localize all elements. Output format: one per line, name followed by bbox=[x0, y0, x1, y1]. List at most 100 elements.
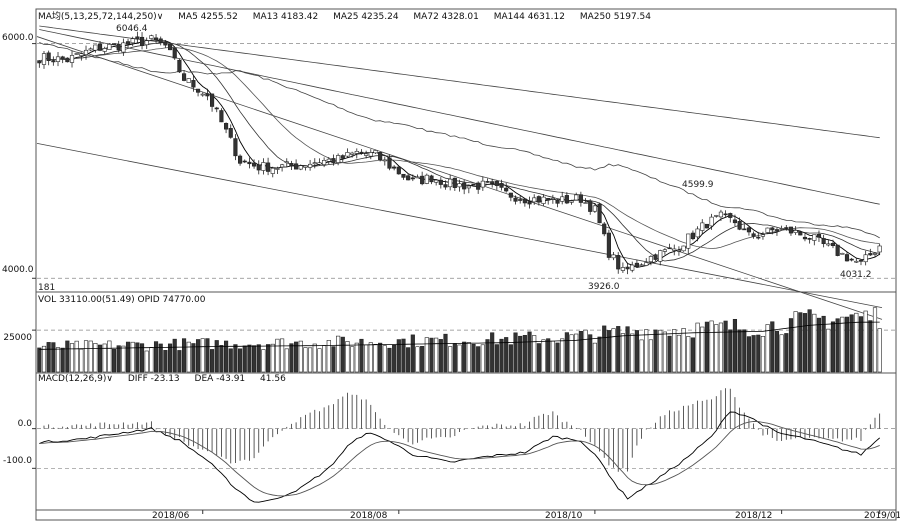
volume-bar bbox=[181, 338, 187, 373]
ma72-value: MA72 4328.01 bbox=[413, 12, 479, 22]
candle-body bbox=[863, 254, 868, 263]
candle-body bbox=[667, 247, 672, 250]
candle-body bbox=[868, 253, 873, 256]
candle-body bbox=[280, 164, 285, 168]
volume-bar bbox=[555, 342, 560, 373]
volume-bar bbox=[434, 337, 439, 373]
macd-value: 41.56 bbox=[260, 374, 286, 384]
volume-bar bbox=[770, 321, 775, 373]
candle-body bbox=[256, 164, 261, 171]
volume-bar bbox=[289, 343, 294, 373]
ma25-value: MA25 4235.24 bbox=[333, 12, 399, 22]
macd-indicator-label[interactable]: MACD(12,26,9)∨ bbox=[38, 374, 113, 384]
volume-bar bbox=[877, 328, 882, 373]
candle-body bbox=[877, 245, 882, 253]
volume-bar bbox=[522, 335, 527, 373]
volume-bar bbox=[793, 311, 798, 373]
volume-bar bbox=[125, 341, 131, 373]
candle-body bbox=[653, 254, 658, 260]
volume-bar bbox=[149, 347, 154, 373]
volume-bar bbox=[499, 338, 504, 373]
candle-body bbox=[462, 182, 467, 190]
volume-bar bbox=[756, 334, 761, 373]
volume-bar bbox=[420, 346, 425, 373]
volume-bar bbox=[854, 312, 859, 373]
candle-body bbox=[760, 234, 766, 237]
candle-body bbox=[844, 254, 850, 262]
volume-bar bbox=[88, 340, 93, 373]
volume-bar bbox=[536, 343, 541, 373]
volume-bar bbox=[774, 330, 780, 373]
candle-body bbox=[676, 250, 681, 252]
candle-body bbox=[476, 182, 481, 190]
volume-bar bbox=[504, 337, 509, 373]
volume-bar bbox=[167, 343, 173, 373]
candle-body bbox=[494, 181, 499, 186]
candle-body bbox=[508, 192, 513, 198]
volume-bar bbox=[737, 329, 742, 373]
volume-bar bbox=[560, 338, 565, 373]
candle-body bbox=[74, 53, 79, 55]
volume-bar bbox=[224, 340, 229, 373]
volume-bar bbox=[644, 329, 649, 373]
volume-bar bbox=[709, 320, 714, 373]
macd-ytick-0: 0.0 bbox=[17, 419, 32, 429]
candle-body bbox=[125, 41, 131, 45]
volume-bar bbox=[728, 329, 733, 373]
volume-bar bbox=[401, 338, 406, 373]
volume-bar bbox=[611, 328, 616, 373]
volume-bar bbox=[592, 342, 597, 373]
volume-bar bbox=[359, 338, 364, 373]
mid-high-annotation: 4599.9 bbox=[682, 180, 714, 190]
candle-body bbox=[835, 244, 840, 256]
volume-bar bbox=[195, 339, 201, 373]
volume-bar bbox=[471, 343, 476, 373]
volume-bar bbox=[830, 321, 836, 373]
volume-bar bbox=[275, 338, 280, 373]
volume-bar bbox=[681, 328, 686, 373]
candle-body bbox=[336, 155, 341, 163]
candle-body bbox=[513, 197, 518, 202]
volume-panel-header: VOL 33110.00(51.49) OPID 74770.00 bbox=[38, 295, 206, 305]
price-panel-header: MA均(5,13,25,72,144,250)∨ MA5 4255.52 MA1… bbox=[38, 12, 663, 23]
volume-bar bbox=[788, 318, 794, 373]
candle-body bbox=[205, 93, 210, 97]
volume-bar bbox=[247, 344, 252, 373]
volume-bar bbox=[751, 335, 756, 373]
candle-body bbox=[658, 250, 663, 262]
volume-bar bbox=[480, 344, 485, 373]
candle-body bbox=[574, 194, 579, 201]
volume-ma-line bbox=[39, 321, 880, 350]
volume-bar bbox=[153, 341, 159, 373]
candle-body bbox=[700, 222, 705, 231]
candle-body bbox=[518, 199, 523, 201]
volume-bar bbox=[429, 337, 434, 373]
candle-body bbox=[46, 52, 51, 61]
volume-bar bbox=[256, 344, 261, 373]
volume-bar bbox=[298, 340, 303, 373]
volume-bar bbox=[410, 334, 415, 373]
volume-bar bbox=[60, 347, 65, 373]
candle-body bbox=[704, 223, 710, 229]
candle-body bbox=[326, 158, 331, 162]
candle-body bbox=[606, 232, 611, 258]
volume-bar bbox=[424, 337, 429, 373]
ma-indicator-label[interactable]: MA均(5,13,25,72,144,250)∨ bbox=[38, 12, 164, 22]
volume-bar bbox=[765, 324, 770, 373]
volume-bar bbox=[186, 341, 191, 373]
candle-body bbox=[238, 155, 243, 164]
volume-bar bbox=[219, 345, 224, 373]
volume-bar bbox=[532, 335, 537, 373]
candle-body bbox=[172, 47, 177, 59]
volume-bar bbox=[546, 338, 551, 373]
macd-diff-value: DIFF -23.13 bbox=[127, 374, 180, 384]
candle-body bbox=[686, 233, 691, 249]
candle-body bbox=[588, 200, 593, 212]
candle-body bbox=[774, 229, 780, 231]
candle-body bbox=[368, 152, 373, 157]
candle-body bbox=[111, 43, 117, 45]
ma144-value: MA144 4631.12 bbox=[493, 12, 565, 22]
volume-bar bbox=[308, 347, 313, 373]
candle-body bbox=[602, 223, 607, 235]
volume-bar bbox=[261, 349, 266, 373]
